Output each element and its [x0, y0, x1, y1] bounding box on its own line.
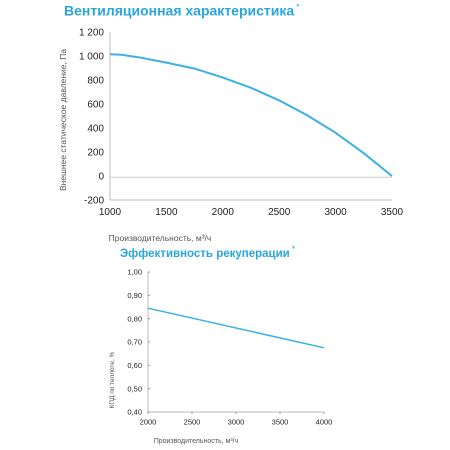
chart2-series-line — [147, 307, 325, 349]
c1-x-tick-label: 3000 — [324, 207, 347, 218]
c1-y-tick-label: 1 200 — [79, 28, 104, 39]
c2-y-tick-label: 0,90 — [127, 291, 142, 300]
c2-x-tick-label: 3500 — [272, 418, 289, 427]
c2-x-tick-label: 4000 — [316, 418, 333, 427]
c2-y-tick-label: 0,80 — [127, 314, 142, 323]
c1-x-tick-label: 1500 — [155, 207, 178, 218]
c2-y-tick-label: 0,60 — [127, 361, 142, 370]
c2-y-tick-label: 0,40 — [127, 408, 142, 417]
c2-x-tick-label: 2000 — [140, 418, 157, 427]
c1-y-tick-label: -200 — [84, 196, 104, 207]
c2-y-tick-label: 0,50 — [127, 384, 142, 393]
chart1-series-line — [109, 53, 393, 177]
chart2-title: Эффективность рекуперации * — [120, 244, 296, 260]
c2-y-tick-label: 1,00 — [127, 268, 142, 277]
c1-y-tick-label: 1 000 — [79, 52, 104, 63]
c2-x-tick-label: 3000 — [228, 418, 245, 427]
c1-y-tick-label: 600 — [87, 100, 104, 111]
c1-y-tick-label: 200 — [87, 148, 104, 159]
c1-x-tick-label: 3500 — [381, 207, 404, 218]
c2-y-tick-label: 0,70 — [127, 338, 142, 347]
chart1-title: Вентиляционная характеристика * — [64, 2, 300, 19]
c2-x-tick-label: 2500 — [184, 418, 201, 427]
c1-x-tick-label: 2500 — [268, 207, 291, 218]
c1-y-tick-label: 0 — [98, 172, 104, 183]
chart1-y-axis-title: Внешнее статическое давление, Па — [58, 49, 68, 191]
recuperation-efficiency-chart: 1,00 0,90 0,80 0,70 0,60 0,50 0,40 2000 2500 300… — [109, 268, 332, 445]
c1-x-tick-label: 1000 — [99, 207, 122, 218]
c1-y-tick-label: 800 — [87, 76, 104, 87]
c1-y-tick-label: 400 — [87, 124, 104, 135]
chart2-x-axis-title: Производительность, м³/ч — [154, 438, 239, 445]
chart1-x-axis-title: Производительность, м³/ч — [109, 233, 212, 243]
c1-x-tick-label: 2000 — [212, 207, 235, 218]
chart2-y-axis-title: КПД по теплоте, % — [109, 351, 116, 408]
